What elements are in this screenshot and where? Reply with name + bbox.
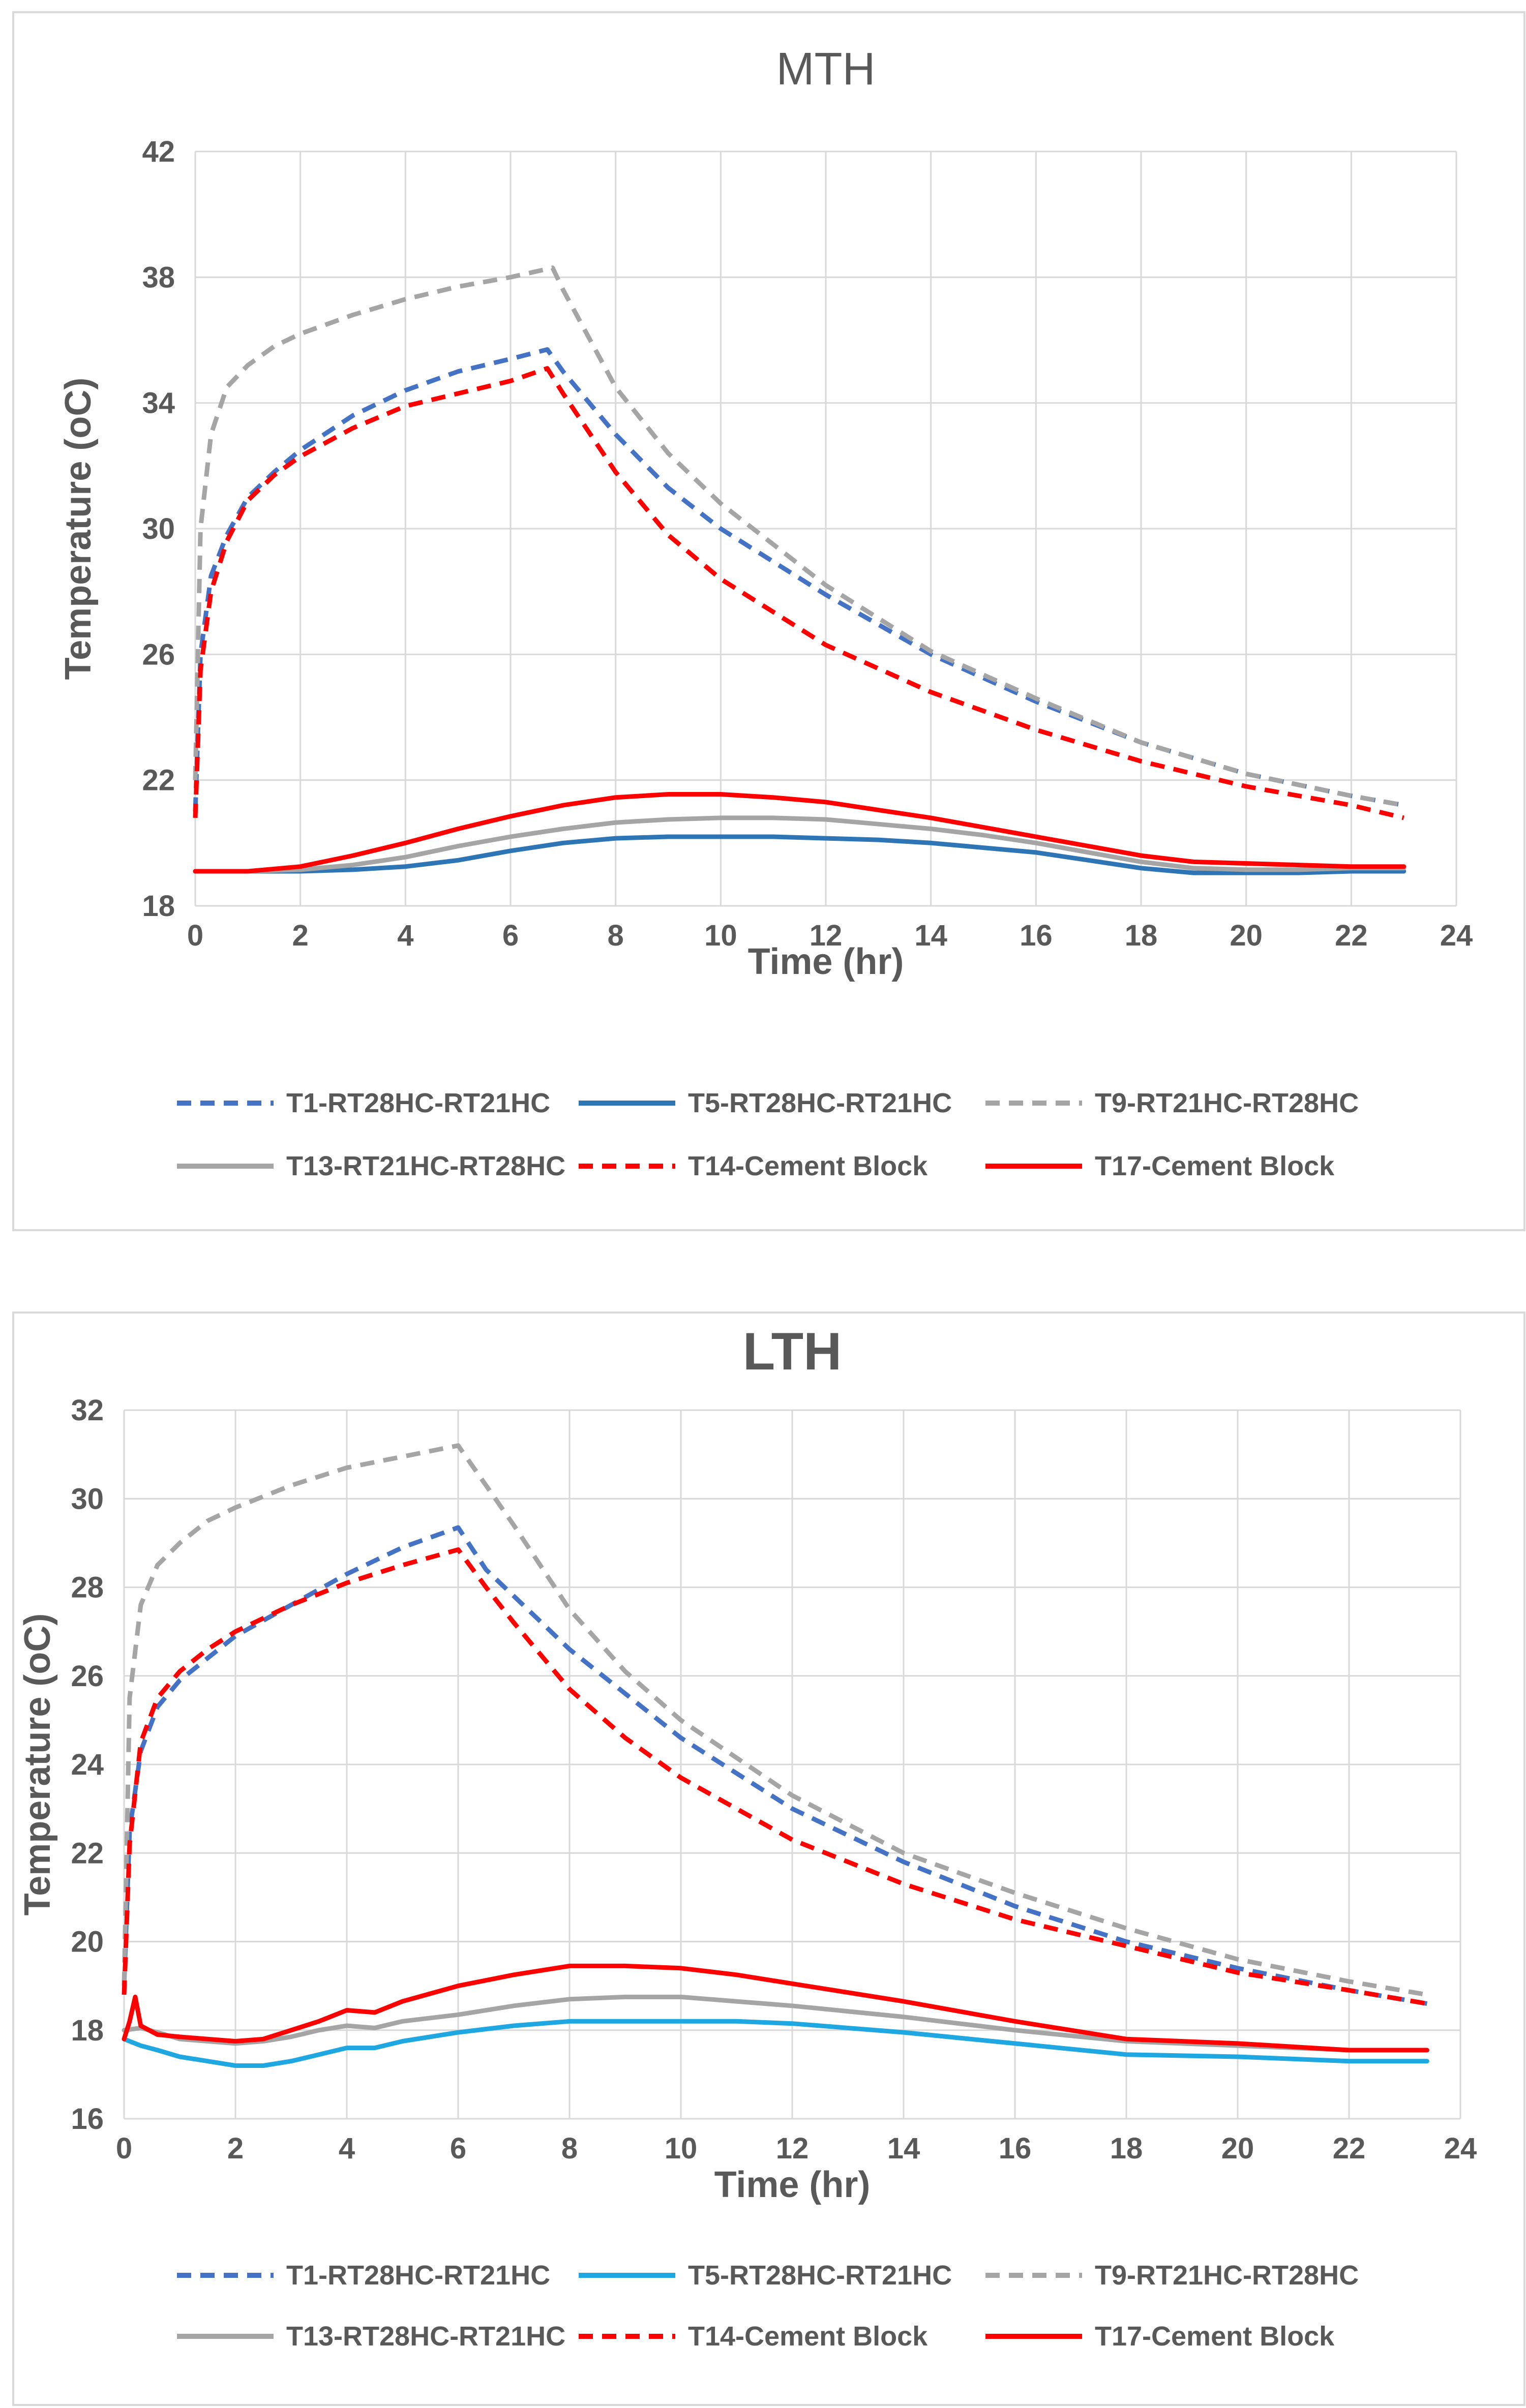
y-tick-label: 34 <box>142 387 175 420</box>
gridlines-lth <box>123 1409 1461 2120</box>
gridlines-mth <box>194 150 1457 907</box>
x-axis-label: Time (hr) <box>748 941 904 982</box>
y-tick-label: 16 <box>71 2102 104 2136</box>
legend-item-t17-cement-block: T17-Cement Block <box>985 1151 1335 1181</box>
legend-item-t1-rt28hc-rt21hc: T1-RT28HC-RT21HC <box>177 1088 550 1118</box>
x-tick-label: 10 <box>704 919 737 952</box>
y-tick-label: 26 <box>71 1660 104 1693</box>
x-tick-label: 24 <box>1444 2132 1477 2165</box>
y-tick-label: 22 <box>142 764 175 797</box>
series-line-t14-cement-block <box>122 1547 1428 2006</box>
chart-lth: 0 2 4 6 8 10 12 14 16 18 20 22 24161820222426283032L… <box>17 1322 1477 2352</box>
series-line-t17-cement-block <box>122 1963 1429 2053</box>
series-line-t5-rt28hc-rt21hc <box>193 834 1407 875</box>
legend-item-t1-rt28hc-rt21hc: T1-RT28HC-RT21HC <box>177 2260 550 2291</box>
y-tick-label: 32 <box>71 1394 104 1427</box>
chart-mth: 0 2 4 6 8 10 12 14 16 18 20 22 2418222630343842MTHTi… <box>58 44 1473 1181</box>
legend-label: T13-RT21HC-RT28HC <box>286 1151 565 1181</box>
series-line-t9-rt21hc-rt28hc <box>193 265 1404 808</box>
x-tick-label: 0 <box>187 919 203 952</box>
chart-title: LTH <box>743 1322 842 1381</box>
legend-item-t14-cement-block: T14-Cement Block <box>579 1151 928 1181</box>
legend-label: T5-RT28HC-RT21HC <box>688 2260 952 2291</box>
y-axis-label: Temperature (oC) <box>17 1613 58 1916</box>
chart-panel-lth: 0 2 4 6 8 10 12 14 16 18 20 22 24 16 18 20 22 24 26 28 30 32 L… <box>12 1312 1525 2406</box>
y-axis-label: Temperature (oC) <box>58 378 99 680</box>
x-tick-label: 6 <box>450 2132 466 2165</box>
x-tick-label: 8 <box>608 919 624 952</box>
x-tick-label: 10 <box>665 2132 698 2165</box>
x-tick-label: 12 <box>776 2132 809 2165</box>
x-tick-label: 8 <box>561 2132 578 2165</box>
legend-label: T13-RT28HC-RT21HC <box>286 2321 565 2352</box>
x-tick-label: 22 <box>1333 2132 1366 2165</box>
y-tick-label: 42 <box>142 135 175 168</box>
legend-label: T5-RT28HC-RT21HC <box>688 1088 952 1118</box>
x-tick-label: 4 <box>397 919 413 952</box>
y-tick-label: 26 <box>142 638 175 671</box>
x-tick-label: 6 <box>502 919 519 952</box>
x-tick-label: 22 <box>1335 919 1368 952</box>
y-tick-label: 20 <box>71 1926 104 1959</box>
legend-item-t5-rt28hc-rt21hc: T5-RT28HC-RT21HC <box>579 1088 952 1118</box>
x-tick-label: 16 <box>1020 919 1053 952</box>
y-tick-label: 38 <box>142 261 175 294</box>
x-tick-label: 12 <box>810 919 843 952</box>
x-tick-label: 2 <box>292 919 309 952</box>
x-tick-label: 24 <box>1440 919 1473 952</box>
y-tick-label: 18 <box>142 890 175 923</box>
x-tick-label: 14 <box>914 919 947 952</box>
legend-item-t9-rt21hc-rt28hc: T9-RT21HC-RT28HC <box>985 1088 1359 1118</box>
x-tick-label: 18 <box>1110 2132 1143 2165</box>
y-tick-label: 28 <box>71 1571 104 1604</box>
y-tick-label: 30 <box>71 1482 104 1515</box>
x-tick-label: 18 <box>1125 919 1158 952</box>
series-line-t14-cement-block <box>193 366 1404 820</box>
x-tick-label: 20 <box>1221 2132 1254 2165</box>
legend-label: T1-RT28HC-RT21HC <box>286 1088 550 1118</box>
legend-item-t17-cement-block: T17-Cement Block <box>985 2321 1335 2352</box>
series-line-t17-cement-block <box>193 792 1407 874</box>
legend-label: T17-Cement Block <box>1095 2321 1335 2352</box>
legend-label: T14-Cement Block <box>688 1151 928 1181</box>
legend-label: T17-Cement Block <box>1095 1151 1335 1181</box>
x-tick-label: 2 <box>227 2132 244 2165</box>
y-tick-label: 24 <box>71 1748 104 1781</box>
x-tick-label: 0 <box>116 2132 132 2165</box>
legend-item-t13-rt28hc-rt21hc: T13-RT28HC-RT21HC <box>177 2321 565 2352</box>
y-tick-label: 22 <box>71 1837 104 1870</box>
y-tick-label: 18 <box>71 2014 104 2047</box>
legend-item-t5-rt28hc-rt21hc: T5-RT28HC-RT21HC <box>579 2260 952 2291</box>
x-axis-label: Time (hr) <box>714 2165 871 2205</box>
chart-title: MTH <box>776 44 876 95</box>
x-tick-label: 20 <box>1230 919 1263 952</box>
legend-label: T14-Cement Block <box>688 2321 928 2352</box>
legend-label: T9-RT21HC-RT28HC <box>1095 1088 1359 1118</box>
legend-item-t13-rt21hc-rt28hc: T13-RT21HC-RT28HC <box>177 1151 565 1181</box>
x-tick-label: 16 <box>999 2132 1032 2165</box>
legend-lth: T1-RT28HC-RT21HC T5-RT28HC-RT21HC T9-RT21H… <box>177 2260 1359 2352</box>
series-line-t9-rt21hc-rt28hc <box>122 1443 1428 1997</box>
series-line-t1-rt28hc-rt21hc <box>122 1525 1428 2006</box>
x-tick-label: 14 <box>887 2132 920 2165</box>
legend-label: T1-RT28HC-RT21HC <box>286 2260 550 2291</box>
legend-item-t9-rt21hc-rt28hc: T9-RT21HC-RT28HC <box>985 2260 1359 2291</box>
series-line-t13-rt21hc-rt28hc <box>193 815 1407 874</box>
legend-label: T9-RT21HC-RT28HC <box>1095 2260 1359 2291</box>
chart-panel-mth: 0 2 4 6 8 10 12 14 16 18 20 22 24 18 22 26 30 34 38 42 MTH Ti… <box>12 11 1525 1231</box>
x-tick-label: 4 <box>339 2132 355 2165</box>
legend-item-t14-cement-block: T14-Cement Block <box>579 2321 928 2352</box>
legend-mth: T1-RT28HC-RT21HC T5-RT28HC-RT21HC T9-RT21H… <box>177 1088 1359 1181</box>
y-tick-label: 30 <box>142 512 175 545</box>
series-line-t5-rt28hc-rt21hc <box>122 2019 1429 2068</box>
